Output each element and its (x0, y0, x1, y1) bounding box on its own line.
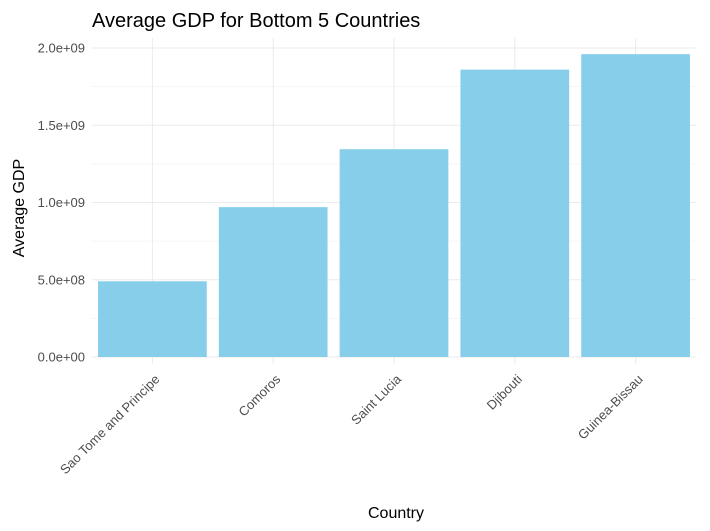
bar-guinea-bissau (581, 54, 690, 358)
x-axis-title: Country (368, 505, 424, 522)
x-axis-ticks: Sao Tome and Principe Comoros Saint Lucia D… (57, 371, 646, 477)
y-tick-label: 1.0e+09 (38, 195, 85, 210)
bar-djibouti (460, 69, 570, 357)
y-tick-label: 5.0e+08 (38, 272, 85, 287)
chart-title: Average GDP for Bottom 5 Countries (92, 10, 420, 32)
x-tick-label: Djibouti (484, 371, 525, 412)
bar-sao-tome-and-principe (98, 281, 207, 357)
x-tick-label: Comoros (235, 371, 283, 419)
y-tick-label: 0.0e+00 (38, 350, 85, 365)
bars (98, 54, 690, 358)
y-tick-label: 1.5e+09 (38, 118, 85, 133)
y-tick-label: 2.0e+09 (38, 41, 85, 56)
x-tick-label: Guinea-Bissau (575, 372, 646, 443)
y-axis-ticks: 0.0e+00 5.0e+08 1.0e+09 1.5e+09 2.0e+09 (38, 41, 85, 365)
bar-saint-lucia (339, 149, 449, 357)
x-tick-label: Sao Tome and Principe (57, 372, 162, 477)
y-axis-title: Average GDP (11, 159, 28, 257)
x-tick-label: Saint Lucia (348, 371, 405, 428)
bar-comoros (218, 207, 328, 357)
